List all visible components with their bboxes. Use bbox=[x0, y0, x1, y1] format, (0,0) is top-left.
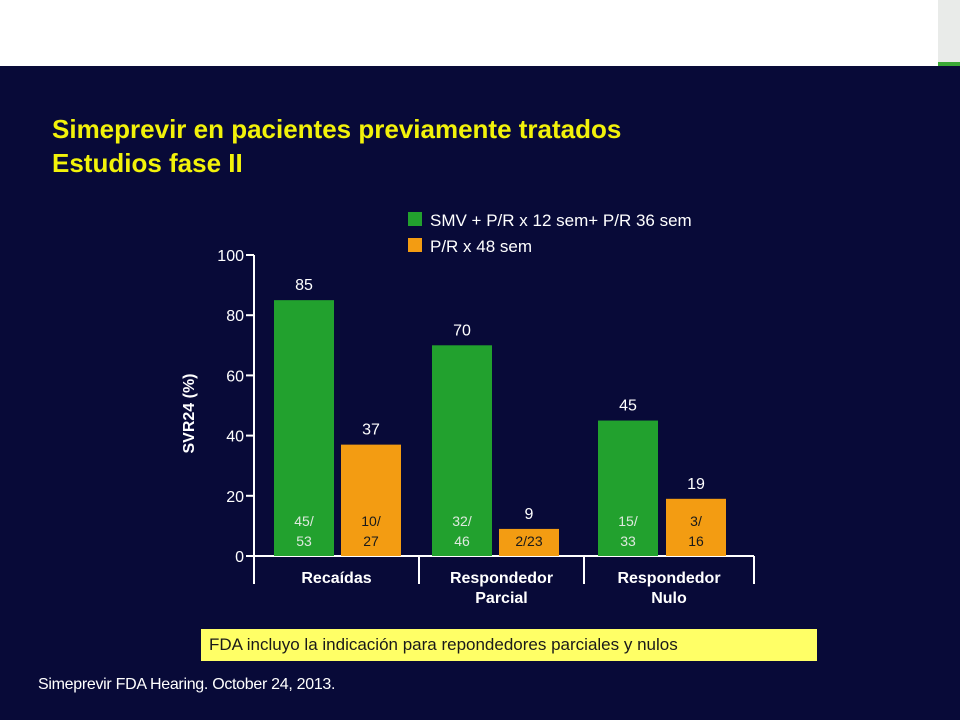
bar bbox=[499, 528, 559, 556]
bar bbox=[341, 444, 401, 556]
bar-value-label: 70 bbox=[453, 322, 471, 339]
bar-count-label: 3/ bbox=[690, 513, 702, 529]
header-accent-line bbox=[938, 62, 960, 66]
bar-count-label: 45/ bbox=[294, 513, 314, 529]
y-tick-label: 60 bbox=[226, 368, 244, 385]
bar-count-label: 33 bbox=[620, 533, 636, 549]
source-citation: Simeprevir FDA Hearing. October 24, 2013… bbox=[38, 676, 336, 693]
legend-label: SMV + P/R x 12 sem+ P/R 36 sem bbox=[430, 211, 692, 230]
bar bbox=[274, 300, 334, 556]
bar-count-label: 46 bbox=[454, 533, 470, 549]
x-category-label: Respondedor bbox=[617, 570, 720, 587]
header-right-strip bbox=[938, 0, 960, 62]
slide-title-line-2: Estudios fase II bbox=[52, 148, 243, 178]
x-category-label: Nulo bbox=[651, 590, 687, 607]
bar-count-label: 53 bbox=[296, 533, 312, 549]
bar-count-label: 2/23 bbox=[515, 533, 542, 549]
fda-note-box: FDA incluyo la indicación para repondedo… bbox=[201, 629, 817, 661]
legend-label: P/R x 48 sem bbox=[430, 237, 532, 256]
y-tick-label: 0 bbox=[235, 549, 244, 566]
slide-title: Simeprevir en pacientes previamente trat… bbox=[52, 112, 621, 180]
fda-note-text: FDA incluyo la indicación para repondedo… bbox=[209, 635, 678, 654]
bar-count-label: 10/ bbox=[361, 513, 381, 529]
bar-count-label: 15/ bbox=[618, 513, 638, 529]
bar-value-label: 37 bbox=[362, 422, 380, 439]
bar bbox=[666, 498, 726, 556]
y-tick-label: 20 bbox=[226, 489, 244, 506]
bar-value-label: 9 bbox=[525, 506, 534, 523]
bar-value-label: 19 bbox=[687, 476, 705, 493]
legend-swatch bbox=[408, 238, 422, 252]
y-tick-label: 40 bbox=[226, 429, 244, 446]
y-axis-title: SVR24 (%) bbox=[181, 373, 198, 453]
x-category-label: Respondedor bbox=[450, 570, 553, 587]
slide-title-line-1: Simeprevir en pacientes previamente trat… bbox=[52, 114, 622, 144]
header-band bbox=[0, 0, 960, 66]
x-category-label: Recaídas bbox=[301, 570, 371, 587]
bar bbox=[598, 420, 658, 556]
bar-count-label: 27 bbox=[363, 533, 379, 549]
y-tick-label: 100 bbox=[217, 248, 244, 265]
x-category-label: Parcial bbox=[475, 590, 527, 607]
bar-count-label: 32/ bbox=[452, 513, 472, 529]
y-tick-label: 80 bbox=[226, 308, 244, 325]
bar-value-label: 45 bbox=[619, 398, 637, 415]
legend-swatch bbox=[408, 212, 422, 226]
bar-value-label: 85 bbox=[295, 277, 313, 294]
bar bbox=[432, 345, 492, 556]
bar-count-label: 16 bbox=[688, 533, 704, 549]
